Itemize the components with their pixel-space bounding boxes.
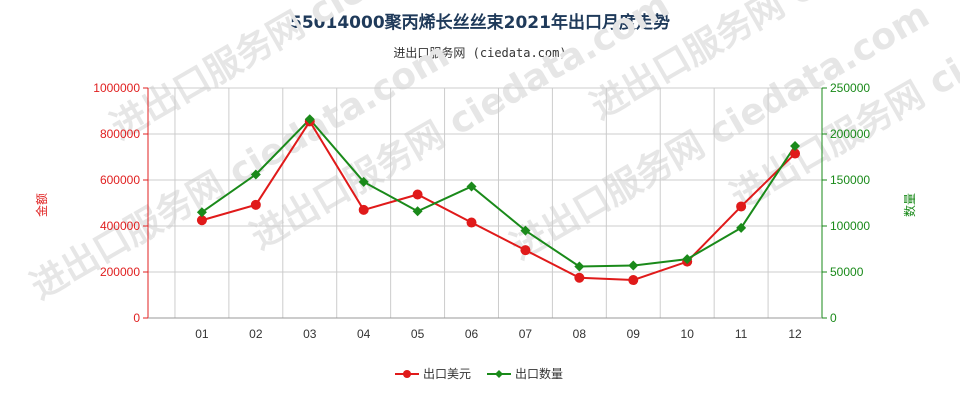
- right-axis-title: 数量: [902, 193, 917, 217]
- series-2-point: [304, 114, 315, 125]
- legend-marker-1: [403, 370, 411, 378]
- series-2-point: [412, 206, 423, 217]
- x-tick-label: 03: [303, 327, 317, 341]
- axes: [143, 87, 827, 319]
- right-tick-label: 50000: [830, 265, 864, 279]
- series-line-2: [201, 117, 796, 268]
- chart-subtitle: 进出口服务网 (ciedata.com): [393, 46, 567, 60]
- left-tick-label: 0: [133, 311, 140, 325]
- chart-title: 55014000聚丙烯长丝丝束2021年出口月度走势: [290, 13, 670, 33]
- x-tick-label: 04: [357, 327, 371, 341]
- right-tick-label: 150000: [830, 173, 870, 187]
- x-tick-label: 02: [249, 327, 263, 341]
- x-tick-label: 01: [195, 327, 209, 341]
- left-tick-label: 1000000: [93, 81, 140, 95]
- series-2-point: [736, 222, 747, 233]
- series-2-point: [250, 169, 261, 180]
- x-tick-label: 07: [519, 327, 533, 341]
- series-line-1: [201, 119, 796, 282]
- series-1-point: [196, 215, 207, 226]
- series-2-point: [790, 140, 801, 151]
- x-tick-label: 11: [735, 327, 748, 341]
- x-tick-label: 05: [411, 327, 425, 341]
- series-2-point: [628, 260, 639, 271]
- series-2-point: [682, 254, 693, 265]
- series-1-point: [574, 272, 585, 283]
- series-2-point: [196, 207, 207, 218]
- left-axis-title: 金额: [34, 193, 49, 217]
- legend: 出口美元 出口数量: [395, 366, 563, 381]
- x-tick-label: 08: [573, 327, 587, 341]
- left-tick-label: 600000: [100, 173, 140, 187]
- series-markers: [196, 114, 801, 286]
- x-tick-label: 12: [788, 327, 802, 341]
- series-1-point: [358, 204, 369, 215]
- series-2-point: [466, 181, 477, 192]
- right-tick-label: 200000: [830, 127, 870, 141]
- tick-labels: 0 200000 400000 600000 800000 1000000 0 50000 10…: [34, 81, 917, 341]
- x-tick-label: 10: [681, 327, 695, 341]
- right-tick-label: 100000: [830, 219, 870, 233]
- series-lines: [201, 117, 796, 282]
- series-1-point: [412, 189, 423, 200]
- x-tick-label: 09: [627, 327, 641, 341]
- right-tick-label: 0: [830, 311, 837, 325]
- left-tick-label: 200000: [100, 265, 140, 279]
- series-1-point: [628, 275, 639, 286]
- series-2-point: [520, 225, 531, 236]
- right-tick-label: 250000: [830, 81, 870, 95]
- left-tick-label: 800000: [100, 127, 140, 141]
- series-1-point: [520, 245, 531, 256]
- x-tick-label: 06: [465, 327, 479, 341]
- series-1-point: [466, 217, 477, 228]
- series-2-point: [358, 176, 369, 187]
- legend-label-2: 出口数量: [515, 366, 563, 381]
- series-1-point: [790, 148, 801, 159]
- series-1-point: [250, 199, 261, 210]
- legend-label-1: 出口美元: [423, 367, 471, 381]
- series-2-point: [574, 261, 585, 272]
- series-1-point: [736, 201, 747, 212]
- left-tick-label: 400000: [100, 219, 140, 233]
- legend-marker-2: [495, 370, 503, 378]
